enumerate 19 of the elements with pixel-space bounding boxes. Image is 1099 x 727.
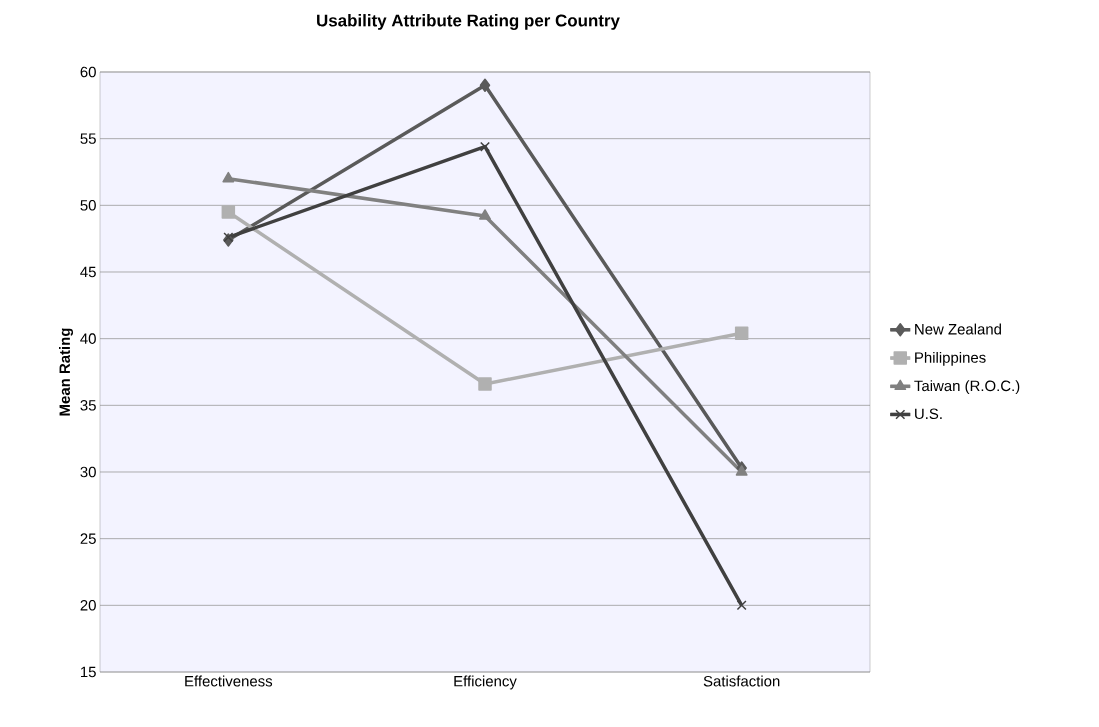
x-tick-label: Satisfaction (703, 675, 780, 687)
legend-label: Taiwan (R.O.C.) (914, 380, 1020, 395)
y-tick-label: 55 (80, 133, 96, 144)
legend-label: New Zealand (915, 323, 1001, 335)
y-tick-label: 20 (80, 600, 96, 611)
x-tick-label: Efficiency (454, 675, 517, 690)
y-tick-label: 60 (80, 66, 96, 78)
x-tick-label: Effectiveness (185, 675, 273, 687)
y-tick-label: 35 (80, 400, 96, 411)
legend-label: U.S. (915, 408, 942, 420)
y-tick-label: 45 (80, 266, 96, 278)
y-tick-label: 50 (80, 200, 96, 211)
y-axis-title: Mean Rating (59, 328, 74, 416)
chart-title: Usability Attribute Rating per Country (317, 14, 620, 30)
y-tick-label: 30 (80, 466, 96, 478)
y-tick-label: 40 (80, 333, 96, 344)
legend-label: Philippines (915, 351, 986, 366)
y-tick-label: 25 (80, 533, 96, 544)
y-tick-label: 15 (81, 666, 96, 678)
